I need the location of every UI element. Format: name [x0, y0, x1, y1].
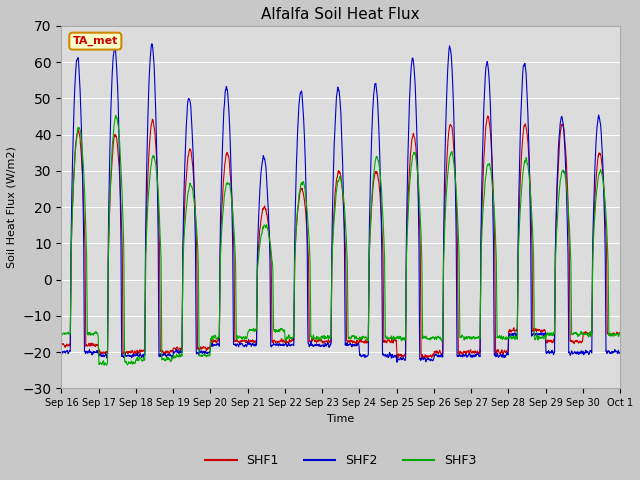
SHF1 [369, 186, 377, 192]
SHF1 [504, 350, 511, 356]
SHF3 [358, 334, 365, 340]
SHF3 [214, 335, 221, 340]
Text: TA_met: TA_met [73, 36, 118, 46]
SHF2 [369, 100, 377, 106]
Y-axis label: Soil Heat Flux (W/m2): Soil Heat Flux (W/m2) [7, 146, 17, 268]
SHF1 [583, 329, 591, 335]
X-axis label: Time: Time [327, 414, 355, 424]
SHF2 [357, 353, 365, 359]
SHF2 [214, 341, 221, 347]
SHF2 [616, 349, 624, 355]
SHF3 [583, 331, 591, 336]
SHF2 [567, 350, 575, 356]
Legend: SHF1, SHF2, SHF3: SHF1, SHF2, SHF3 [200, 449, 481, 472]
SHF1 [357, 336, 365, 342]
Title: Alfalfa Soil Heat Flux: Alfalfa Soil Heat Flux [261, 7, 420, 22]
SHF1 [58, 341, 65, 347]
SHF3 [504, 335, 511, 341]
SHF2 [393, 360, 401, 365]
SHF3 [100, 362, 108, 368]
SHF3 [567, 287, 575, 292]
SHF2 [58, 348, 65, 354]
Line: SHF2: SHF2 [61, 44, 620, 362]
SHF3 [58, 331, 65, 337]
SHF3 [112, 112, 120, 118]
SHF3 [370, 173, 378, 179]
SHF1 [616, 332, 624, 337]
SHF1 [484, 113, 492, 119]
SHF1 [213, 338, 221, 344]
SHF1 [420, 355, 428, 361]
Line: SHF1: SHF1 [61, 116, 620, 358]
Line: SHF3: SHF3 [61, 115, 620, 365]
SHF1 [567, 338, 575, 344]
SHF2 [148, 41, 156, 47]
SHF2 [504, 350, 511, 356]
SHF3 [616, 331, 624, 336]
SHF2 [583, 348, 591, 354]
